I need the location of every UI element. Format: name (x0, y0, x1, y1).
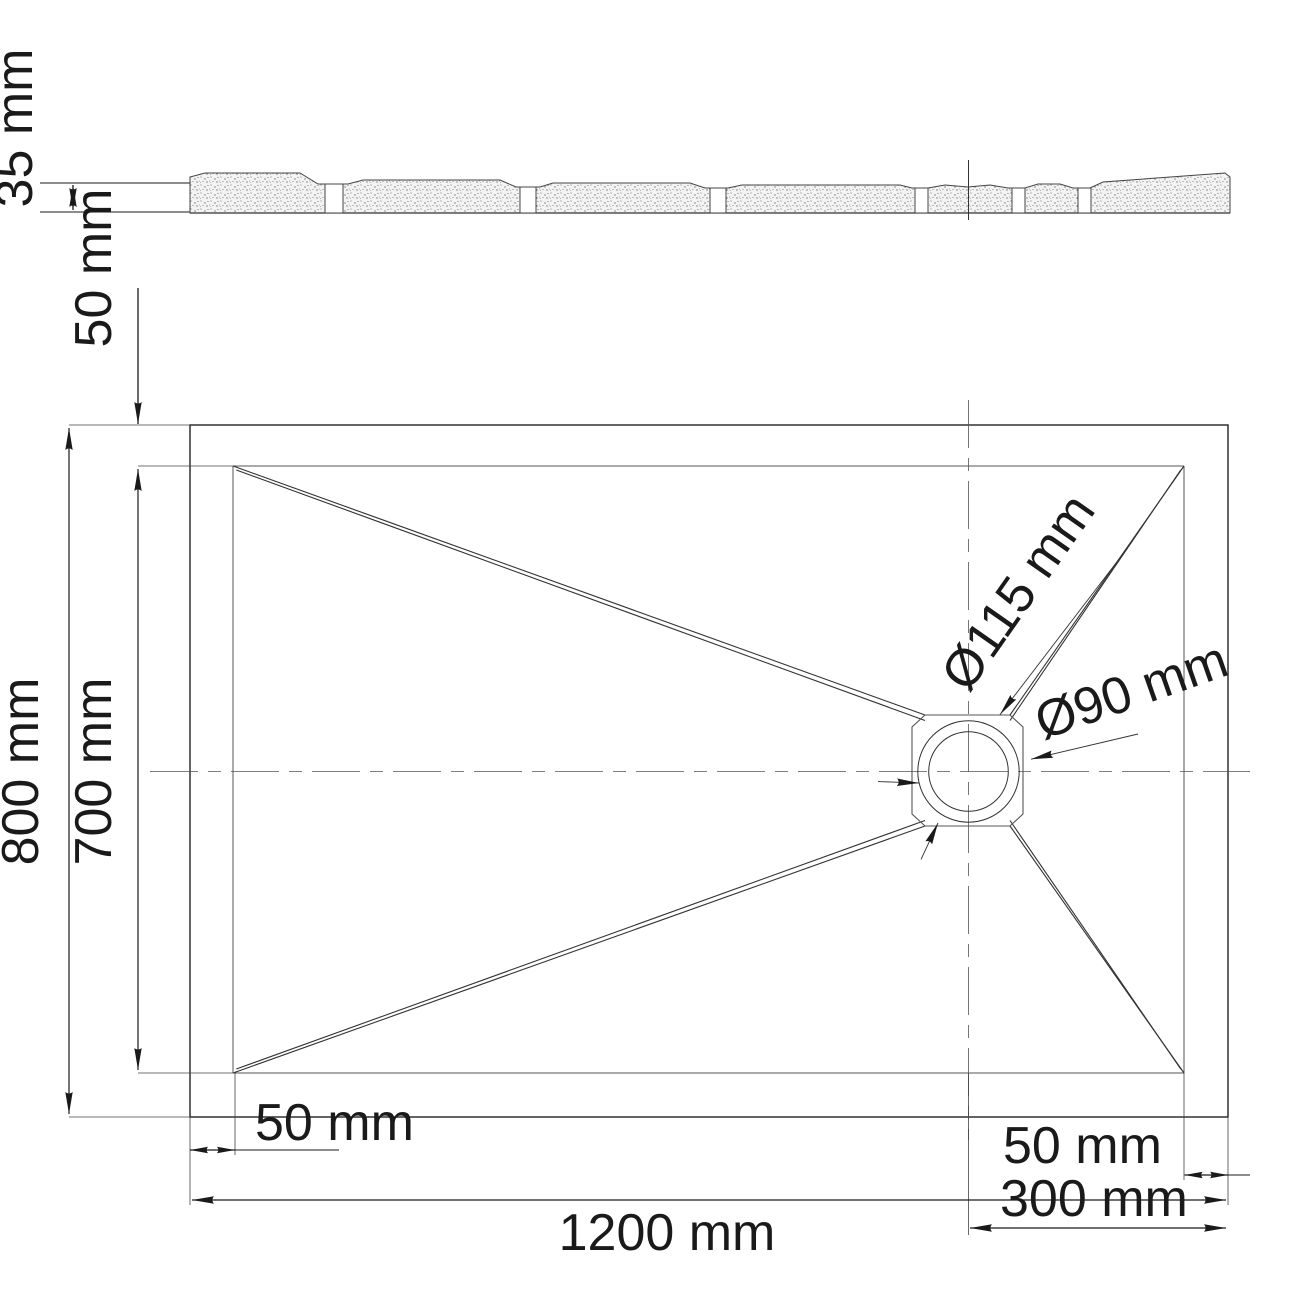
svg-text:50 mm: 50 mm (1003, 1117, 1162, 1175)
svg-text:300 mm: 300 mm (1000, 1170, 1188, 1228)
svg-text:50 mm: 50 mm (65, 189, 123, 348)
svg-text:50 mm: 50 mm (255, 1094, 414, 1152)
svg-text:700 mm: 700 mm (65, 678, 123, 866)
svg-text:1200 mm: 1200 mm (559, 1204, 776, 1262)
svg-text:800 mm: 800 mm (0, 678, 50, 866)
svg-text:35 mm: 35 mm (0, 49, 44, 208)
